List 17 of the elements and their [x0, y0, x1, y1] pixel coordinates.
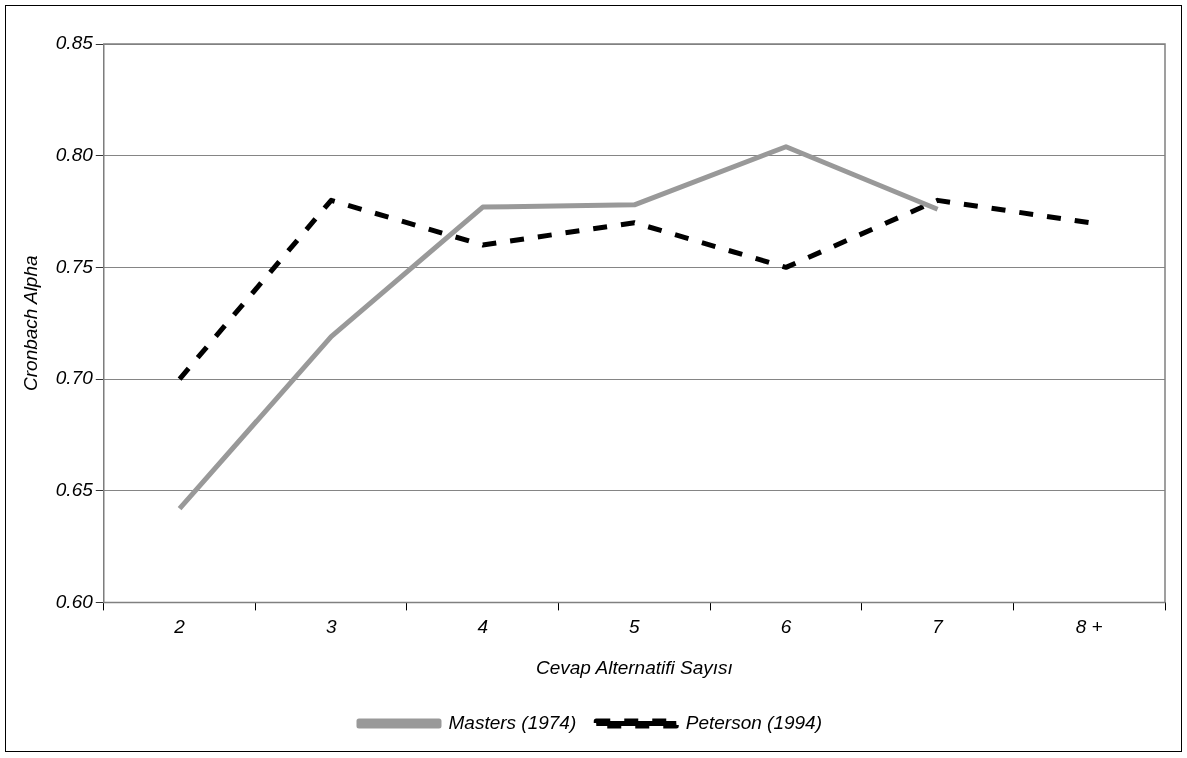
y-tick-label: 0.85: [55, 32, 94, 54]
legend-label: Masters (1974): [448, 711, 577, 733]
y-tick-label: 0.75: [55, 255, 94, 277]
x-tick-label: 5: [629, 616, 641, 638]
x-tick-label: 7: [932, 616, 945, 638]
x-tick-label: 6: [780, 616, 792, 638]
x-axis-title: Cevap Alternatifi Sayısı: [536, 656, 733, 678]
x-tick-label: 3: [325, 616, 337, 638]
y-axis-title: Cronbach Alpha: [19, 255, 41, 391]
legend-label: Peterson (1994): [685, 711, 823, 733]
y-tick-label: 0.60: [55, 590, 94, 612]
x-tick-label: 2: [173, 616, 186, 638]
y-tick-label: 0.80: [55, 143, 94, 165]
x-tick-label: 8 +: [1075, 616, 1103, 638]
y-tick-label: 0.70: [55, 367, 94, 389]
y-tick-label: 0.65: [55, 479, 94, 500]
x-tick-label: 4: [477, 616, 489, 638]
